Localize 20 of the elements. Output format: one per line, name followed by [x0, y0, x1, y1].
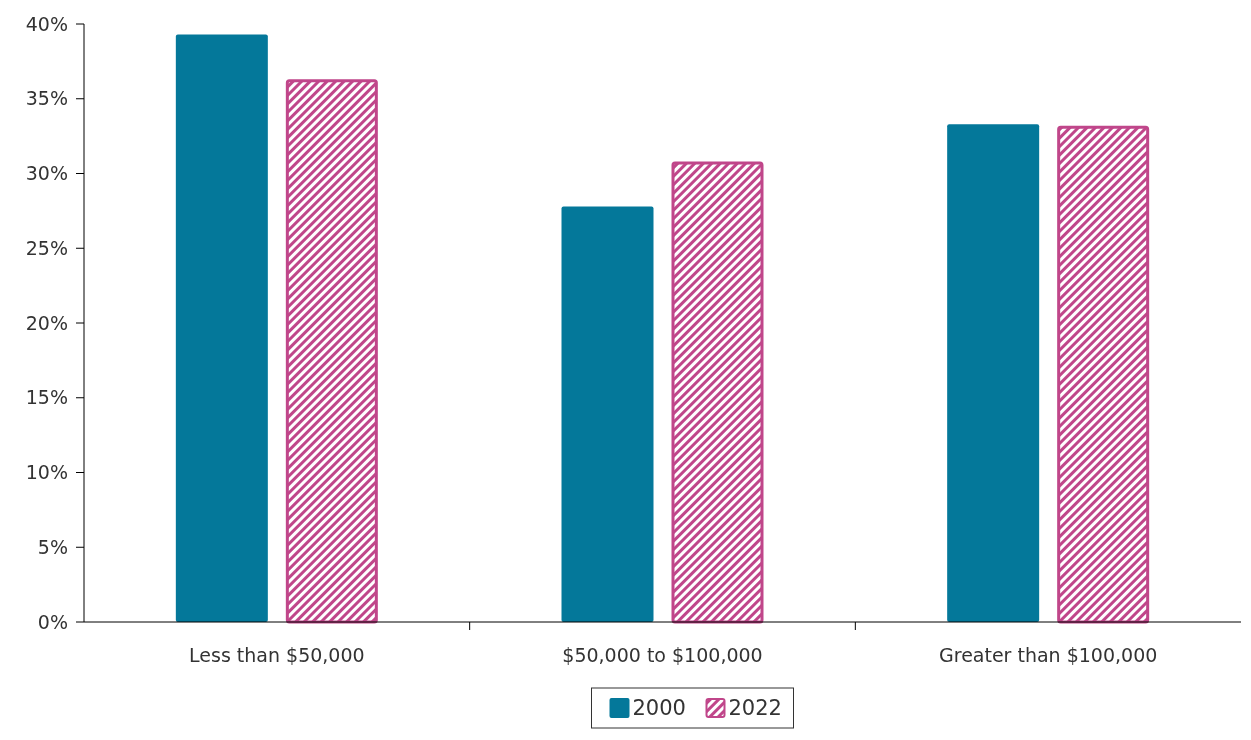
bar [175, 34, 268, 622]
y-tick-label: 25% [25, 236, 68, 259]
y-tick-label: 15% [25, 386, 68, 409]
bar [285, 79, 378, 624]
y-tick-label: 20% [25, 311, 68, 334]
x-tick-label: Less than $50,000 [189, 644, 365, 666]
legend-label: 2000 [632, 696, 686, 721]
x-tick-label: Greater than $100,000 [939, 644, 1158, 666]
bar [1057, 125, 1150, 624]
y-tick-label: 35% [25, 87, 68, 110]
bar [561, 206, 654, 622]
y-tick-label: 5% [37, 535, 68, 558]
y-tick-label: 10% [25, 461, 68, 484]
y-tick-label: 0% [37, 610, 68, 633]
y-tick-label: 30% [25, 162, 68, 185]
legend-label: 2022 [728, 696, 782, 721]
x-tick-label: $50,000 to $100,000 [562, 644, 763, 666]
bar [671, 161, 764, 624]
y-tick-label: 40% [25, 12, 68, 35]
bar [947, 124, 1040, 622]
